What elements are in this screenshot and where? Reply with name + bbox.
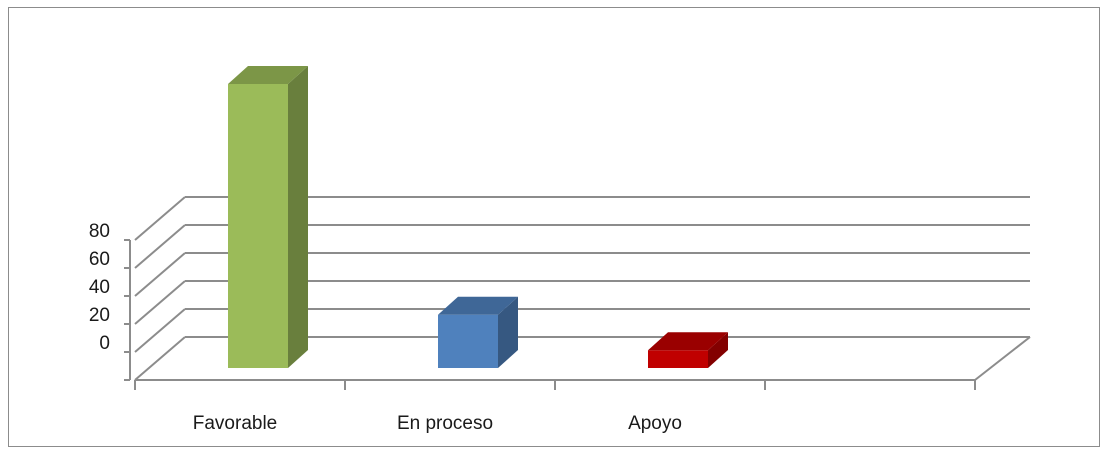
bar-front-0: [228, 84, 288, 368]
y-tick-label: 0: [99, 333, 110, 354]
side-wall-gridline: [134, 280, 186, 325]
bar-top-2: [648, 332, 728, 351]
bars: [228, 66, 728, 368]
gridlines: [134, 196, 1031, 381]
floor-right-edge: [974, 336, 1031, 381]
bar-top-1: [438, 296, 518, 315]
y-tick-label: 60: [89, 249, 110, 270]
bar-side-0: [288, 66, 308, 368]
x-category-label: Favorable: [193, 413, 278, 434]
bar-side-1: [498, 296, 518, 368]
x-category-label: Apoyo: [628, 413, 682, 434]
x-category-label: En proceso: [397, 413, 493, 434]
side-wall-gridline: [134, 196, 186, 241]
bar-top-0: [228, 66, 308, 84]
axes: [124, 239, 976, 390]
side-wall-gridline: [134, 224, 186, 269]
bar-front-2: [648, 350, 708, 368]
bar-front-1: [438, 314, 498, 368]
side-wall-gridline: [134, 336, 186, 381]
y-tick-label: 20: [89, 305, 110, 326]
labels: 0 20 40 60 80 Favorable En proceso Apoyo: [89, 221, 682, 434]
side-wall-gridline: [134, 252, 186, 297]
side-wall-gridline: [134, 308, 186, 353]
y-tick-label: 80: [89, 221, 110, 242]
chart-frame: [8, 7, 1100, 447]
y-tick-label: 40: [89, 277, 110, 298]
bar-side-2: [708, 332, 728, 368]
